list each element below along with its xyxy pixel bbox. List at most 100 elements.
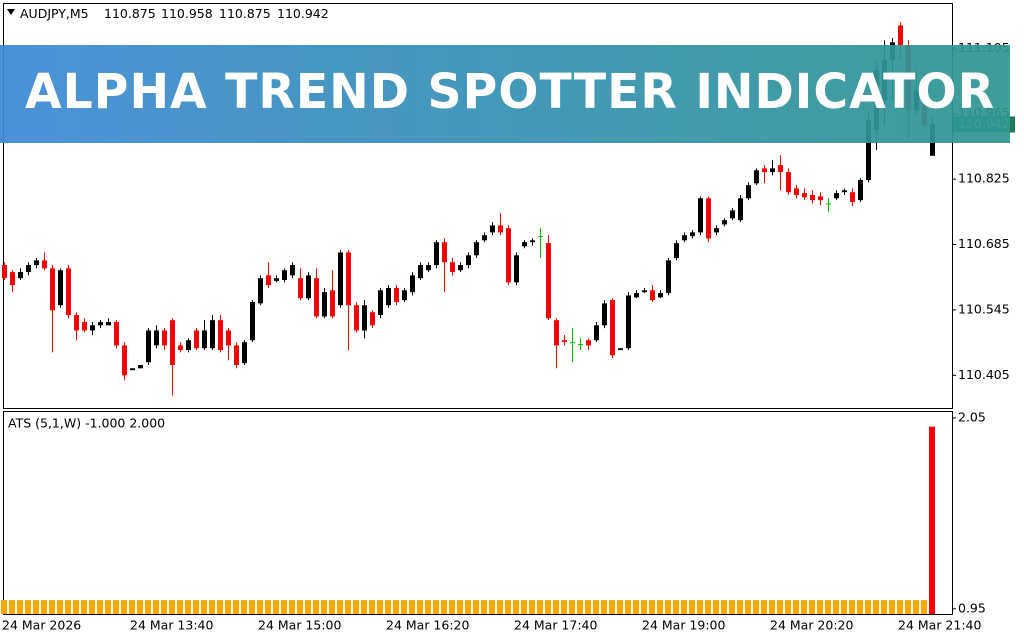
histogram-bar xyxy=(361,600,367,614)
candle-body xyxy=(730,210,735,219)
candle-body xyxy=(34,260,39,266)
candle-body xyxy=(770,168,775,173)
candle-body xyxy=(722,220,727,225)
histogram-bar xyxy=(41,600,47,614)
histogram-bar xyxy=(817,600,823,614)
histogram-bar xyxy=(337,600,343,614)
histogram-bar xyxy=(785,600,791,614)
histogram-bar xyxy=(705,600,711,614)
histogram-bar xyxy=(729,600,735,614)
candle-body xyxy=(98,322,103,326)
candle-body xyxy=(10,272,15,286)
histogram-bar xyxy=(201,600,207,614)
candle-body xyxy=(378,290,383,316)
candle-body xyxy=(858,180,863,201)
candle-body xyxy=(834,193,839,199)
candle-body xyxy=(258,278,263,304)
candle-body xyxy=(538,236,543,238)
candle-body xyxy=(762,168,767,173)
histogram-bar xyxy=(217,600,223,614)
candle-body xyxy=(530,240,535,243)
candle-body xyxy=(594,325,599,341)
candle-body xyxy=(450,262,455,273)
histogram-bar xyxy=(777,600,783,614)
histogram-bar xyxy=(137,600,143,614)
histogram-bar xyxy=(297,600,303,614)
symbol-menu-icon[interactable] xyxy=(7,9,15,15)
histogram-bar xyxy=(81,600,87,614)
candle-body xyxy=(850,192,855,202)
x-tick-label: 24 Mar 16:20 xyxy=(386,618,470,633)
candle-body xyxy=(234,345,239,366)
histogram-bar xyxy=(649,600,655,614)
y-tick-label: 110.405 xyxy=(958,367,1010,382)
candle-body xyxy=(458,265,463,271)
candle-body xyxy=(746,185,751,199)
histogram-bar xyxy=(385,600,391,614)
histogram-bar xyxy=(505,600,511,614)
candle-body xyxy=(74,315,79,331)
banner xyxy=(0,45,1010,143)
candle-body xyxy=(442,242,447,263)
candle-body xyxy=(266,275,271,286)
histogram-bar xyxy=(929,426,935,614)
candle-body xyxy=(514,255,519,283)
candle-body xyxy=(778,165,783,173)
histogram-bar xyxy=(17,600,23,614)
candle-body xyxy=(274,278,279,281)
histogram-bar xyxy=(865,600,871,614)
histogram-bar xyxy=(153,600,159,614)
candle-body xyxy=(562,340,567,343)
y-tick-label: 2.05 xyxy=(958,409,986,424)
candle-body xyxy=(810,194,815,201)
candle-body xyxy=(298,278,303,299)
candle-body xyxy=(282,270,287,281)
candle-body xyxy=(474,242,479,256)
histogram-bar xyxy=(873,600,879,614)
histogram-bar xyxy=(457,600,463,614)
histogram-bar xyxy=(633,600,639,614)
candle-body xyxy=(122,345,127,376)
candle-body xyxy=(466,255,471,266)
candle-body xyxy=(698,198,703,233)
candle-body xyxy=(18,272,23,279)
histogram-bar xyxy=(473,600,479,614)
candle-body xyxy=(754,170,759,184)
histogram-bar xyxy=(553,600,559,614)
candle-body xyxy=(186,340,191,351)
x-tick-label: 24 Mar 20:20 xyxy=(770,618,854,633)
histogram-bar xyxy=(281,600,287,614)
histogram-bar xyxy=(377,600,383,614)
histogram-bar xyxy=(481,600,487,614)
candle-body xyxy=(626,295,631,349)
histogram-bar xyxy=(737,600,743,614)
candle-body xyxy=(482,235,487,241)
histogram-bar xyxy=(273,600,279,614)
candle-body xyxy=(674,243,679,259)
candle-body xyxy=(242,342,247,364)
candle-body xyxy=(586,340,591,346)
x-tick-label: 24 Mar 17:40 xyxy=(514,618,598,633)
histogram-bar xyxy=(657,600,663,614)
candle-body xyxy=(570,342,575,344)
y-tick-label: 110.825 xyxy=(958,171,1010,186)
candle-body xyxy=(338,252,343,306)
histogram-bar xyxy=(321,600,327,614)
candle-body xyxy=(322,292,327,317)
histogram-bar xyxy=(97,600,103,614)
histogram-bar xyxy=(393,600,399,614)
x-tick-label: 24 Mar 21:40 xyxy=(898,618,982,633)
histogram-bar xyxy=(849,600,855,614)
x-tick-label: 24 Mar 2026 xyxy=(2,618,81,633)
histogram-bar xyxy=(169,600,175,614)
candle-body xyxy=(250,301,255,341)
histogram-bar xyxy=(185,600,191,614)
histogram-bar xyxy=(209,600,215,614)
histogram-bar xyxy=(121,600,127,614)
histogram-bar xyxy=(529,600,535,614)
candle-body xyxy=(522,242,527,247)
candle-body xyxy=(818,196,823,201)
histogram-bar xyxy=(305,600,311,614)
histogram-bar xyxy=(313,600,319,614)
candle-body xyxy=(42,260,47,269)
